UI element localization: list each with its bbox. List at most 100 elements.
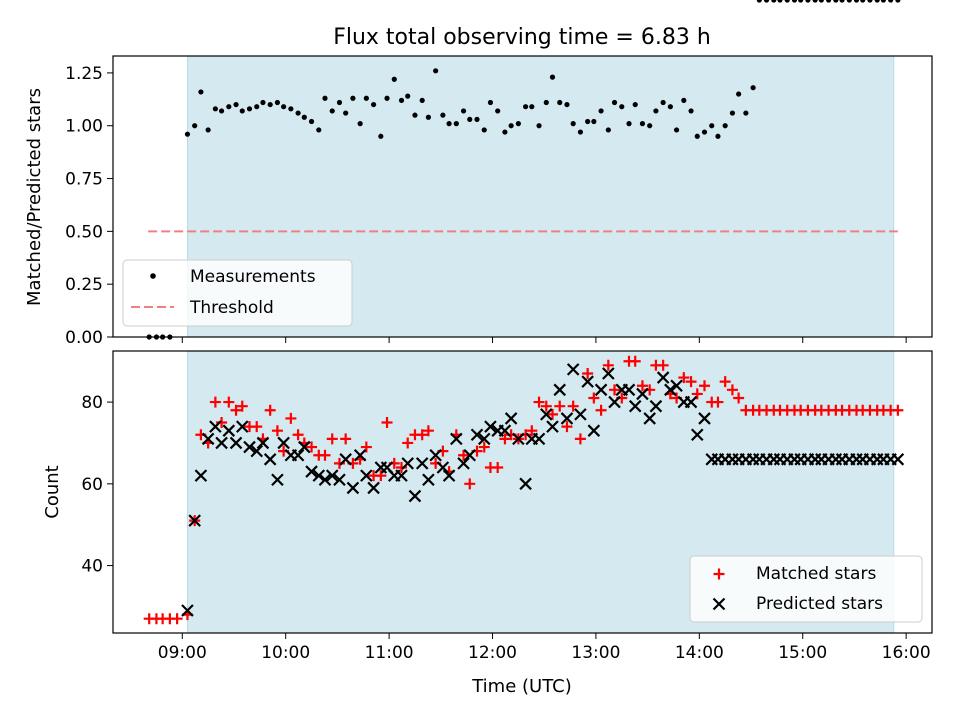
measurement-point xyxy=(481,127,487,133)
measurement-point xyxy=(611,99,618,106)
predicted-star-point xyxy=(457,457,470,470)
predicted-star-point xyxy=(622,383,636,397)
measurement-point xyxy=(626,121,632,127)
measurement-point xyxy=(308,118,315,125)
predicted-star-point xyxy=(670,379,683,393)
bottom-x-tick-label: 12:00 xyxy=(468,643,517,663)
top-axes-frame xyxy=(112,55,933,338)
predicted-star-point xyxy=(594,383,608,397)
matched-star-point xyxy=(458,449,470,461)
matched-star-point xyxy=(636,380,648,392)
matched-star-point xyxy=(230,404,242,416)
measurement-point xyxy=(343,110,349,116)
measurement-point xyxy=(419,97,425,103)
predicted-star-point xyxy=(250,444,264,458)
bottom-x-tick-label: 10:00 xyxy=(261,643,310,663)
bottom-panel: 09:00 10:00 11:00 12:00 13:00 14:00 15:00 16:00… xyxy=(81,350,933,663)
predicted-star-point xyxy=(470,428,484,442)
measurement-point xyxy=(639,121,646,127)
predicted-star-point xyxy=(698,412,711,425)
matched-star-point xyxy=(306,441,318,453)
measurement-point xyxy=(653,108,659,114)
measurement-point xyxy=(619,104,625,110)
predicted-star-point xyxy=(181,604,194,617)
matched-star-point xyxy=(685,376,697,388)
matched-star-point xyxy=(588,392,600,404)
top-y-tick-label: 0.75 xyxy=(65,170,103,190)
measurement-point xyxy=(660,99,666,106)
measurement-point xyxy=(412,112,418,118)
measurement-point xyxy=(446,121,452,127)
predicted-star-point xyxy=(201,432,215,446)
predicted-star-point xyxy=(608,395,621,409)
measurement-point xyxy=(673,127,680,133)
predicted-star-point xyxy=(560,412,574,425)
predicted-star-point xyxy=(484,420,497,433)
predicted-star-point xyxy=(229,436,243,450)
measurement-point xyxy=(267,101,273,108)
top-y-tick-label: 1.25 xyxy=(65,64,103,84)
measurement-point xyxy=(839,0,845,3)
predicted-star-point xyxy=(395,469,408,482)
legend-predicted-label: Predicted stars xyxy=(756,594,883,614)
measurement-point xyxy=(453,121,459,127)
predicted-star-point xyxy=(532,432,546,446)
measurement-point xyxy=(729,110,736,116)
predicted-star-point xyxy=(312,469,326,482)
measurement-point xyxy=(198,89,204,95)
matched-star-point xyxy=(360,441,372,453)
predicted-star-point xyxy=(422,473,435,487)
matched-star-point xyxy=(726,384,738,396)
predicted-star-point xyxy=(222,424,236,437)
matched-star-point xyxy=(171,613,183,625)
matched-star-point xyxy=(422,425,434,437)
bottom-x-tick-label: 11:00 xyxy=(365,643,414,663)
measurement-point xyxy=(495,108,501,114)
matched-star-point xyxy=(678,372,690,384)
measurement-point xyxy=(433,68,439,74)
matched-star-point xyxy=(574,433,586,445)
matched-star-point xyxy=(657,359,669,371)
matched-star-point xyxy=(236,400,248,412)
measurement-point xyxy=(701,129,708,135)
measurement-point xyxy=(460,108,467,114)
matched-star-point xyxy=(712,396,724,408)
measurement-point xyxy=(818,0,824,3)
measurement-point xyxy=(329,108,335,114)
matched-star-point xyxy=(319,449,331,461)
legend-matched-marker xyxy=(713,568,725,580)
measurement-point xyxy=(536,123,542,129)
predicted-star-point xyxy=(512,432,525,446)
measurement-point xyxy=(192,123,198,129)
predicted-star-point xyxy=(450,432,463,446)
measurement-point xyxy=(184,131,191,137)
predicted-star-point xyxy=(401,457,414,470)
bottom-y-tick-label: 80 xyxy=(81,393,103,413)
predicted-star-point xyxy=(690,428,704,442)
predicted-star-point xyxy=(325,469,339,482)
predicted-star-point xyxy=(243,440,256,454)
matched-star-point xyxy=(223,396,235,408)
matched-star-point xyxy=(609,384,621,396)
measurement-point xyxy=(523,104,529,110)
matched-star-point xyxy=(416,429,428,441)
measurement-point xyxy=(570,121,576,127)
predicted-star-point xyxy=(235,420,249,433)
predicted-star-point xyxy=(188,514,201,527)
measurement-point xyxy=(474,116,480,122)
measurement-point xyxy=(218,108,225,114)
predicted-star-point xyxy=(664,383,677,397)
predicted-star-point xyxy=(263,453,277,466)
measurement-point xyxy=(487,99,494,106)
measurement-point xyxy=(763,0,770,3)
predicted-star-point xyxy=(504,412,518,425)
measurement-point xyxy=(867,0,873,3)
matched-star-point xyxy=(209,396,221,408)
bottom-legend-box xyxy=(689,555,923,623)
top-legend: Measurements Threshold xyxy=(122,259,353,327)
top-y-tick-label: 0.00 xyxy=(65,328,103,348)
predicted-star-point xyxy=(643,412,656,425)
matched-star-point xyxy=(533,396,545,408)
bottom-x-tick-label: 13:00 xyxy=(571,643,620,663)
measurement-point xyxy=(591,118,597,125)
